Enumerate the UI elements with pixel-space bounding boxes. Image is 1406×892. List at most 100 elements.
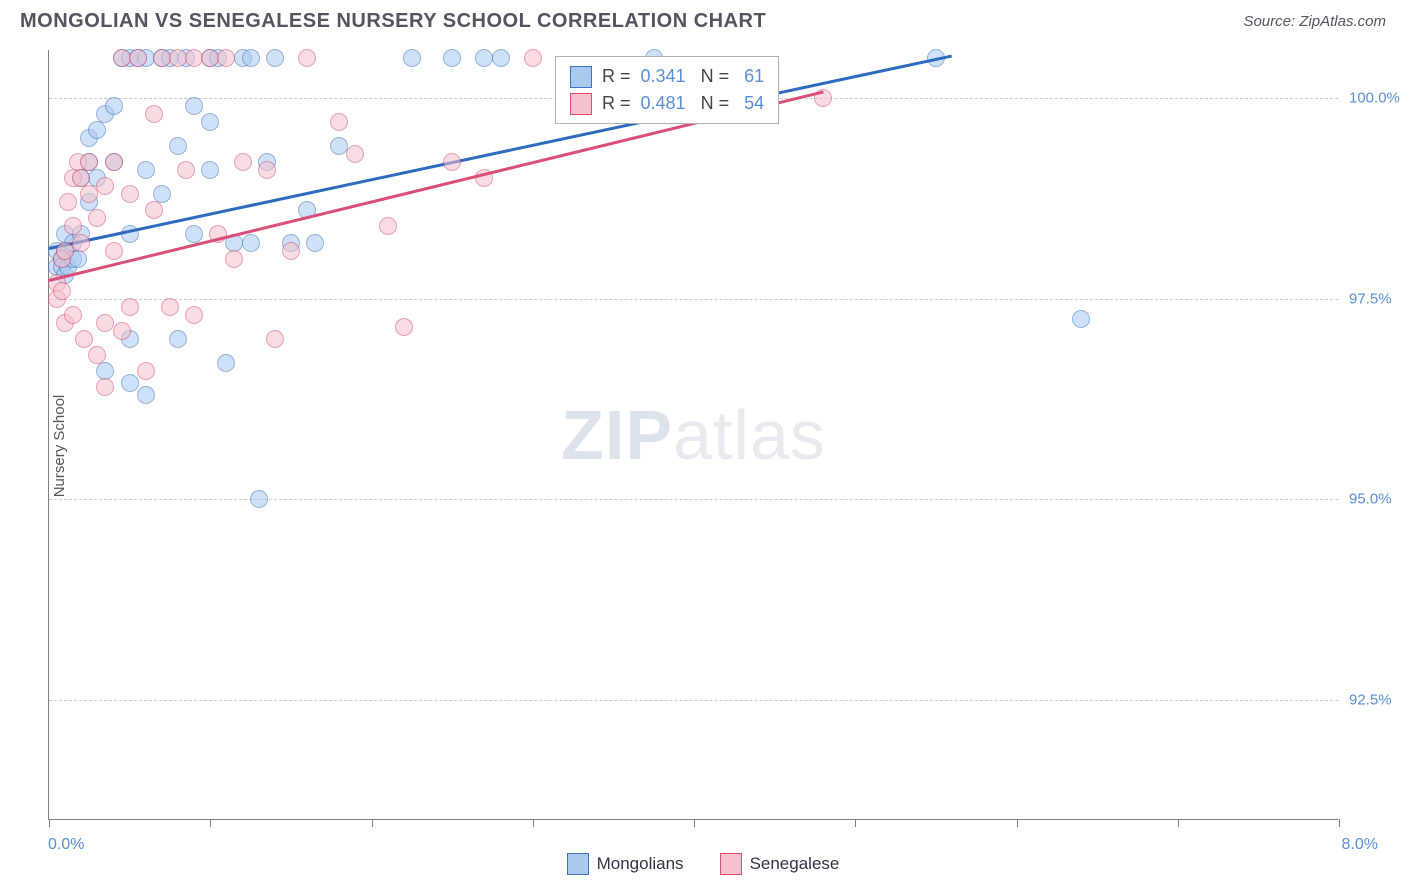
y-tick-label: 100.0% [1349,90,1400,107]
watermark-bold: ZIP [561,396,673,474]
x-tick [49,819,50,827]
gridline [49,499,1338,500]
data-point-mongolians [185,97,203,115]
data-point-mongolians [492,49,510,67]
data-point-senegalese [282,242,300,260]
plot-area: ZIPatlas 92.5%95.0%97.5%100.0% [48,50,1338,820]
y-tick-label: 95.0% [1349,491,1392,508]
data-point-senegalese [161,298,179,316]
stat-r-value: 0.481 [641,90,686,117]
x-tick [855,819,856,827]
x-tick [1017,819,1018,827]
data-point-senegalese [443,153,461,171]
data-point-senegalese [258,161,276,179]
data-point-mongolians [169,330,187,348]
data-point-senegalese [105,153,123,171]
gridline [49,700,1338,701]
y-tick-label: 92.5% [1349,691,1392,708]
data-point-senegalese [59,193,77,211]
data-point-senegalese [105,242,123,260]
x-tick [533,819,534,827]
data-point-mongolians [105,97,123,115]
data-point-senegalese [88,346,106,364]
stat-n-value: 61 [739,63,764,90]
data-point-senegalese [330,113,348,131]
source-label: Source: ZipAtlas.com [1243,13,1386,30]
data-point-senegalese [121,185,139,203]
legend-swatch-senegalese [720,853,742,875]
data-point-mongolians [121,374,139,392]
data-point-senegalese [121,298,139,316]
x-axis-max-label: 8.0% [1342,836,1378,854]
data-point-senegalese [137,362,155,380]
data-point-senegalese [524,49,542,67]
data-point-mongolians [242,49,260,67]
y-tick-label: 97.5% [1349,290,1392,307]
data-point-senegalese [75,330,93,348]
data-point-senegalese [72,234,90,252]
data-point-mongolians [137,161,155,179]
data-point-senegalese [395,318,413,336]
x-tick [694,819,695,827]
data-point-senegalese [88,209,106,227]
stat-r-label: R = [602,90,631,117]
data-point-senegalese [379,217,397,235]
legend-item-mongolians: Mongolians [567,853,684,875]
data-point-mongolians [266,49,284,67]
legend-swatch-mongolians [567,853,589,875]
stat-n-label: N = [696,63,730,90]
legend-label: Mongolians [597,854,684,874]
data-point-senegalese [53,282,71,300]
data-point-senegalese [266,330,284,348]
chart-title: MONGOLIAN VS SENEGALESE NURSERY SCHOOL C… [20,10,766,33]
data-point-mongolians [306,234,324,252]
watermark: ZIPatlas [561,395,826,475]
data-point-senegalese [185,306,203,324]
data-point-mongolians [403,49,421,67]
data-point-senegalese [145,105,163,123]
x-tick [372,819,373,827]
stat-n-value: 54 [739,90,764,117]
x-tick [1339,819,1340,827]
legend-item-senegalese: Senegalese [720,853,840,875]
data-point-senegalese [177,161,195,179]
swatch-mongolians [570,66,592,88]
data-point-mongolians [250,490,268,508]
data-point-senegalese [298,49,316,67]
data-point-senegalese [64,306,82,324]
stats-row-senegalese: R = 0.481 N = 54 [570,90,764,117]
stat-r-label: R = [602,63,631,90]
data-point-senegalese [96,177,114,195]
bottom-legend: Mongolians Senegalese [0,853,1406,880]
data-point-senegalese [80,153,98,171]
data-point-senegalese [113,322,131,340]
x-tick [1178,819,1179,827]
stats-box: R = 0.341 N = 61 R = 0.481 N = 54 [555,56,779,124]
x-tick [210,819,211,827]
data-point-mongolians [1072,310,1090,328]
data-point-senegalese [145,201,163,219]
stat-r-value: 0.341 [641,63,686,90]
data-point-mongolians [169,137,187,155]
data-point-senegalese [129,49,147,67]
gridline [49,299,1338,300]
data-point-mongolians [185,225,203,243]
data-point-mongolians [201,113,219,131]
stats-row-mongolians: R = 0.341 N = 61 [570,63,764,90]
data-point-mongolians [201,161,219,179]
data-point-mongolians [137,386,155,404]
data-point-mongolians [217,354,235,372]
data-point-senegalese [217,49,235,67]
watermark-light: atlas [673,396,826,474]
data-point-senegalese [346,145,364,163]
swatch-senegalese [570,93,592,115]
data-point-mongolians [242,234,260,252]
data-point-mongolians [88,121,106,139]
legend-label: Senegalese [750,854,840,874]
data-point-senegalese [96,378,114,396]
stat-n-label: N = [696,90,730,117]
data-point-senegalese [225,250,243,268]
data-point-mongolians [443,49,461,67]
x-axis-min-label: 0.0% [48,836,84,854]
data-point-senegalese [234,153,252,171]
